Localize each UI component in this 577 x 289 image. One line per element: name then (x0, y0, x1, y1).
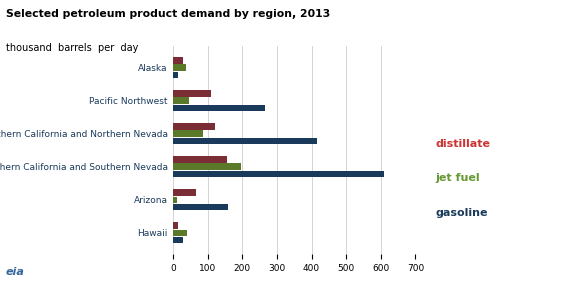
Bar (173, 105, 265, 111)
Bar (173, 164, 241, 170)
Text: jet fuel: jet fuel (436, 173, 480, 184)
Bar (173, 71, 178, 78)
Bar (173, 204, 228, 210)
Bar (173, 90, 211, 97)
Bar (173, 138, 317, 144)
Bar (173, 223, 178, 229)
Bar (173, 189, 196, 196)
Bar (173, 229, 187, 236)
Bar (173, 156, 227, 163)
Bar (173, 64, 186, 71)
Bar (173, 97, 189, 104)
Bar (173, 130, 203, 137)
Text: Selected petroleum product demand by region, 2013: Selected petroleum product demand by reg… (6, 9, 330, 19)
Bar (173, 197, 177, 203)
Bar (173, 57, 183, 64)
Bar (173, 237, 183, 243)
Text: thousand  barrels  per  day: thousand barrels per day (6, 43, 138, 53)
Text: eia: eia (6, 267, 25, 277)
Text: gasoline: gasoline (436, 208, 488, 218)
Text: distillate: distillate (436, 139, 490, 149)
Bar (173, 171, 384, 177)
Bar (173, 123, 215, 130)
